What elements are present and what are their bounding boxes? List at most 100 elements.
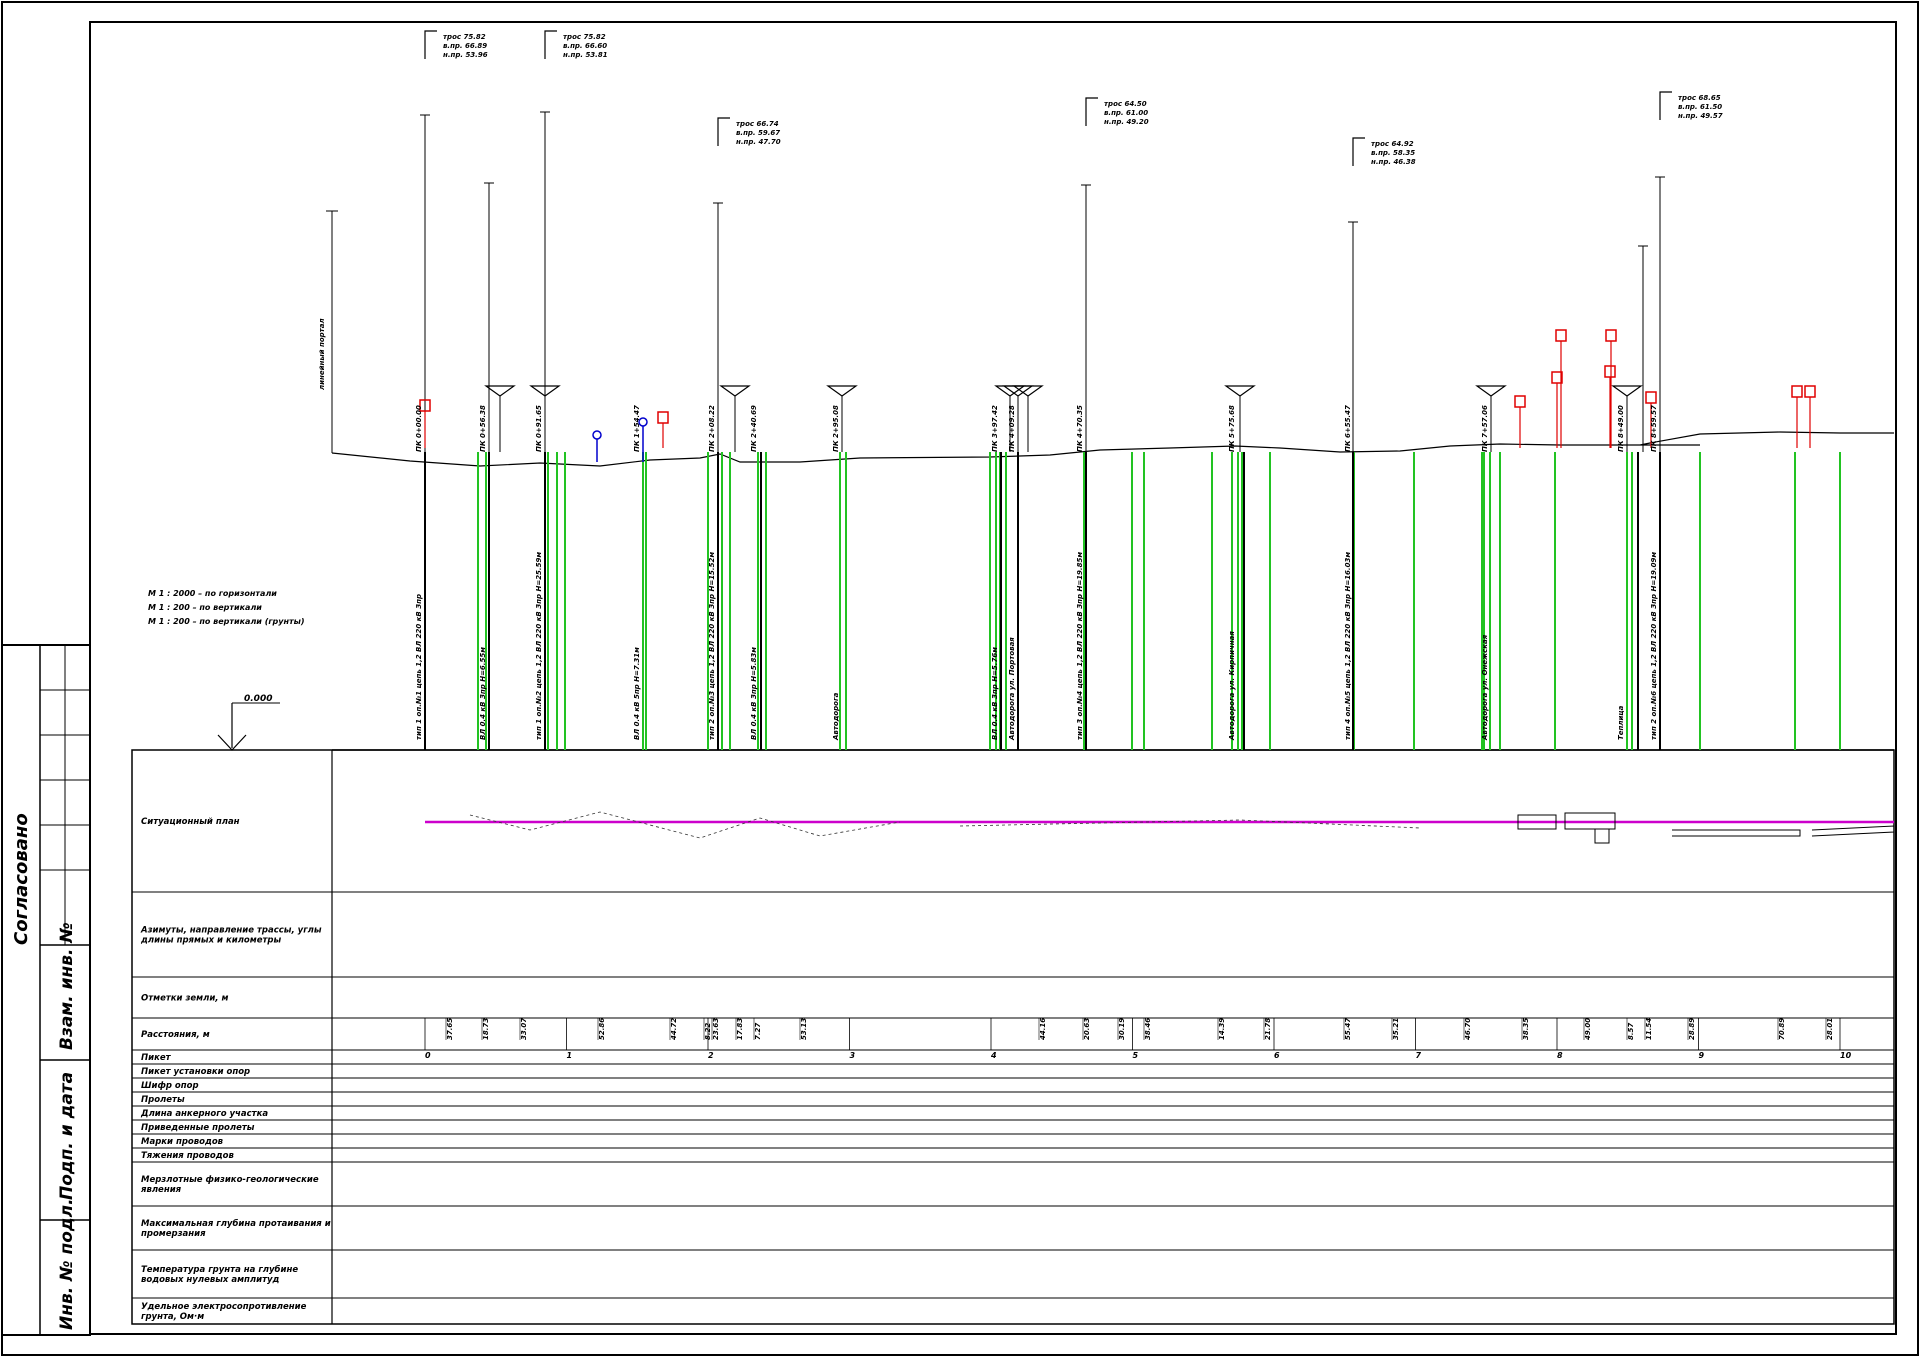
distance-label: 17.83: [736, 1018, 744, 1040]
scale-horizontal: М 1 : 2000 – по горизонтали: [148, 589, 277, 598]
crossing-marker: [719, 385, 751, 397]
profile-table: Ситуационный план Азимуты, направление тр…: [131, 749, 1895, 1325]
scale-notes: М 1 : 2000 – по горизонтали М 1 : 200 – …: [148, 589, 305, 626]
callout-text: н.пр. 47.70: [736, 138, 781, 146]
table-row-label: Пролеты: [141, 1095, 185, 1105]
crossing-marker: [1611, 385, 1643, 397]
pk-description: ВЛ 0.4 кВ Зпр H=6.55м: [479, 647, 487, 740]
picket-number: 4: [990, 1051, 997, 1060]
callout-leader: [717, 117, 730, 146]
table-row-label: Отметки земли, м: [141, 994, 228, 1004]
table-row-label: Мерзлотные физико-геологические явления: [140, 1175, 319, 1195]
callout-text: трос 75.82: [563, 33, 606, 41]
callout-text: н.пр. 53.81: [563, 51, 608, 59]
callout-text: в.пр. 66.60: [563, 42, 607, 50]
pk-label: ПК 4+09.28: [1008, 405, 1016, 452]
crossing-marker: [529, 385, 561, 397]
callout-text: трос 75.82: [443, 33, 486, 41]
callout-leader: [544, 30, 557, 59]
pk-description: Автодорога ул. Портовая: [1008, 637, 1016, 741]
table-row-label: Длина анкерного участка: [140, 1109, 268, 1119]
scale-vertical: М 1 : 200 – по вертикали: [148, 603, 262, 612]
callout-leader: [1659, 91, 1672, 120]
crossing-marker: [826, 385, 858, 397]
callout-text: в.пр. 61.50: [1678, 103, 1722, 111]
pk-label: ПК 8+59.57: [1650, 405, 1658, 452]
picket-number: 0: [425, 1051, 431, 1060]
pk-label: ПК 2+40.69: [750, 405, 758, 452]
distance-label: 37.65: [446, 1018, 454, 1040]
callout-text: в.пр. 61.00: [1104, 109, 1148, 117]
pk-label: ПК 4+70.35: [1076, 405, 1084, 452]
distance-label: 28.89: [1688, 1018, 1696, 1040]
pk-description: тип 1 оп.№1 цепь 1,2 ВЛ 220 кВ Зпр: [415, 594, 423, 740]
orig-no-label: Инв. № подл.: [57, 1198, 77, 1330]
table-row-label: Приведенные пролеты: [141, 1123, 255, 1133]
distance-label: 38.46: [1144, 1018, 1152, 1040]
callout-text: н.пр. 46.38: [1371, 158, 1416, 166]
pk-description: Автодорога ул. Онежская: [1481, 634, 1489, 741]
table-row-label: Максимальная глубина протаивания и промер…: [141, 1218, 331, 1239]
picket-number: 3: [850, 1051, 856, 1060]
distance-label: 11.54: [1645, 1018, 1653, 1040]
pk-description: ВЛ 0.4 кВ Зпр H=5.76м: [991, 647, 999, 740]
distance-label: 28.01: [1826, 1018, 1834, 1040]
pk-description: тип 2 оп.№3 цепь 1,2 ВЛ 220 кВ Зпр H=15.…: [708, 552, 716, 740]
agreed-label: Согласовано: [11, 813, 32, 945]
crossings: [477, 452, 1841, 750]
situation-plan: [425, 811, 1895, 844]
picket-number: 2: [708, 1051, 714, 1060]
callout-text: в.пр. 58.35: [1371, 149, 1415, 157]
table-row-label: Тяжения проводов: [141, 1151, 234, 1161]
pk-description: тип 1 оп.№2 цепь 1,2 ВЛ 220 кВ Зпр H=25.…: [535, 552, 543, 740]
table-row-label: Шифр опор: [141, 1081, 199, 1091]
pk-label: ПК 0+56.38: [479, 405, 487, 452]
distance-label: 18.73: [482, 1018, 490, 1040]
equipment-marker: [1791, 385, 1803, 398]
equipment-marker: [1605, 329, 1617, 342]
pk-label: ПК 2+08.22: [708, 405, 716, 452]
crossing-marker: [1475, 385, 1507, 397]
sign-date-label: Подп. и дата: [57, 1072, 77, 1200]
callout-text: трос 68.65: [1678, 94, 1721, 102]
distance-label: 35.21: [1392, 1018, 1400, 1040]
callout-text: н.пр. 49.20: [1104, 118, 1149, 126]
table-row-label: Ситуационный план: [141, 817, 240, 827]
scale-vertical-soil: М 1 : 200 – по вертикали (грунты): [148, 617, 305, 626]
equipment-marker: [1514, 395, 1526, 408]
callout-text: в.пр. 59.67: [736, 129, 780, 137]
pk-description: Автодорога ул. Кирпичная: [1228, 631, 1236, 741]
equipment-marker: [1604, 365, 1616, 378]
picket-number: 8: [1557, 1051, 1563, 1060]
distance-label: 44.16: [1039, 1018, 1047, 1040]
equipment-marker: [1645, 391, 1657, 404]
pk-label: ПК 6+55.47: [1344, 405, 1352, 452]
table-row-label: Пикет: [141, 1053, 172, 1063]
table-row-label: Расстояния, м: [141, 1030, 210, 1040]
pk-description: тип 2 оп.№6 цепь 1,2 ВЛ 220 кВ Зпр H=19.…: [1650, 552, 1658, 740]
picket-number: 5: [1133, 1051, 1139, 1060]
distance-label: 23.63: [712, 1018, 720, 1040]
table-row-label: Удельное электросопротивление грунта, Ом·…: [141, 1302, 307, 1322]
pk-label: ПК 7+57.06: [1481, 405, 1489, 452]
distance-label: 7.27: [754, 1023, 762, 1040]
table-row-label: Азимуты, направление трассы, углы длины п…: [140, 926, 322, 946]
ground-line: [331, 431, 1894, 467]
callout-leader: [1352, 137, 1365, 166]
table-row-label: Пикет установки опор: [141, 1067, 250, 1077]
pk-label: ПК 2+95.08: [832, 405, 840, 452]
distance-label: 55.47: [1344, 1018, 1352, 1040]
distance-label: 46.70: [1464, 1018, 1472, 1040]
callout-text: н.пр. 49.57: [1678, 112, 1723, 120]
crossing-marker: [1224, 385, 1256, 397]
picket-number: 1: [567, 1051, 573, 1060]
callout-text: трос 64.92: [1371, 140, 1414, 148]
distance-label: 38.35: [1522, 1018, 1530, 1040]
distance-label: 33.07: [520, 1018, 528, 1040]
inv-no-label: Взам. инв. №: [57, 922, 77, 1050]
callout-leader: [1085, 97, 1098, 126]
pk-description: Теплица: [1617, 705, 1625, 740]
pk-label: ПК 0+91.65: [535, 405, 543, 452]
